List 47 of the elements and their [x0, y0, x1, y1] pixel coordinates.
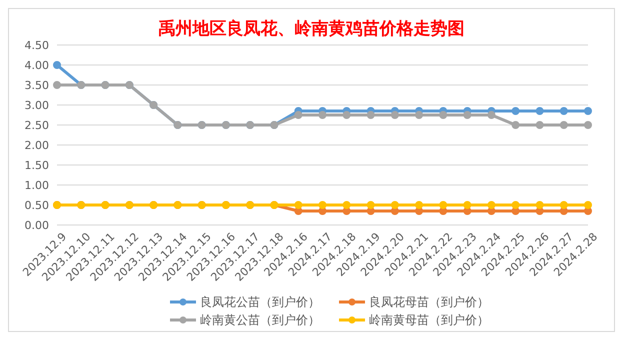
point [487, 111, 496, 119]
y-tick-label: 2.50 [24, 118, 49, 132]
point [415, 201, 424, 209]
legend-label: 良凤花公苗（到户价） [200, 294, 320, 311]
point [584, 201, 592, 209]
point [415, 111, 424, 119]
point [560, 201, 568, 209]
y-tick-label: 1.50 [24, 158, 49, 172]
legend-label: 岭南黄公苗（到户价） [200, 312, 320, 329]
point [439, 111, 448, 119]
point [294, 111, 302, 119]
point [53, 81, 61, 89]
point [366, 111, 375, 119]
y-tick-label: 4.50 [24, 38, 49, 52]
point [512, 121, 520, 129]
point [512, 201, 520, 209]
point [294, 201, 302, 209]
point [53, 61, 61, 69]
point [439, 201, 448, 209]
point [487, 201, 496, 209]
point [536, 201, 544, 209]
y-tick-label: 3.50 [24, 78, 49, 92]
point [560, 107, 568, 115]
point [366, 201, 375, 209]
y-tick-label: 4.00 [24, 58, 49, 72]
point [390, 201, 399, 209]
y-tick-label: 0.50 [24, 198, 49, 212]
point [560, 121, 568, 129]
legend-label: 岭南黄母苗（到户价） [369, 312, 489, 329]
point [342, 111, 351, 119]
y-tick-label: 2.00 [24, 138, 49, 152]
point [463, 111, 472, 119]
point [318, 201, 326, 209]
legend-label: 良凤花母苗（到户价） [369, 294, 489, 311]
point [512, 107, 520, 115]
chart-title: 禹州地区良凤花、岭南黄鸡苗价格走势图 [158, 19, 464, 39]
y-tick-label: 0.00 [24, 218, 49, 232]
y-tick-label: 3.00 [24, 98, 49, 112]
point [342, 201, 351, 209]
point [318, 111, 326, 119]
point [584, 121, 592, 129]
point [536, 121, 544, 129]
y-tick-label: 1.00 [24, 178, 49, 192]
point [536, 107, 544, 115]
point [463, 201, 472, 209]
point [584, 107, 592, 115]
point [390, 111, 399, 119]
